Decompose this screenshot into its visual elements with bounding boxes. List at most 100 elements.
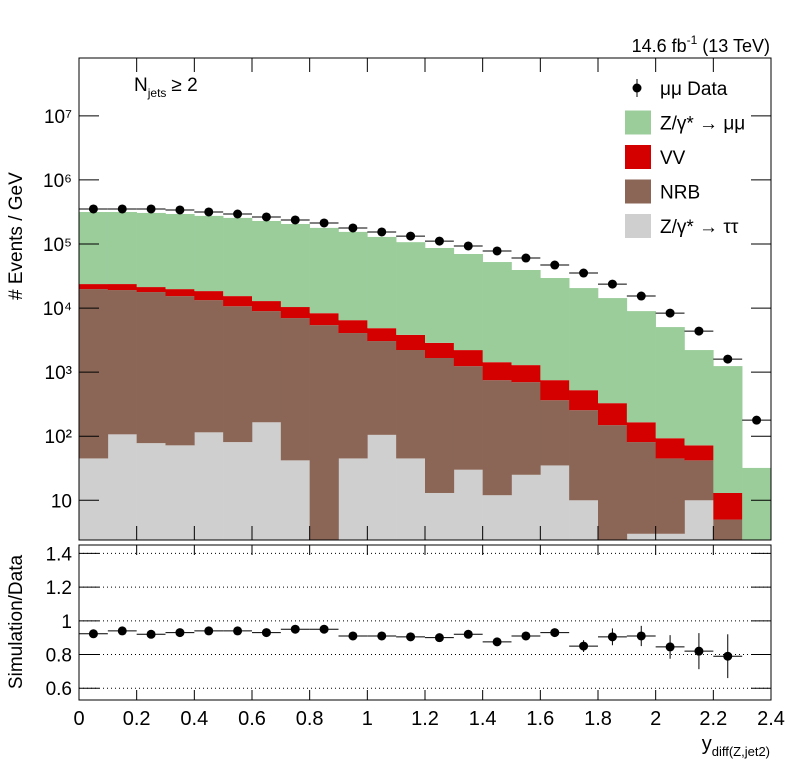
- stack-bar: [223, 442, 253, 540]
- ratio-point: [406, 632, 416, 642]
- stack-bar: [569, 390, 599, 411]
- data-point: [723, 354, 733, 364]
- stack-bar: [136, 292, 166, 444]
- stack-bar: [338, 231, 368, 321]
- x-tick-label: 0: [73, 708, 84, 730]
- stack-bar: [107, 212, 137, 285]
- y-tick-label: 0.8: [46, 646, 72, 667]
- legend-swatch: [625, 179, 651, 204]
- stack-bar: [453, 366, 483, 470]
- stack-bar: [280, 307, 310, 319]
- stack-bar: [453, 350, 483, 367]
- stack-bar: [684, 445, 714, 461]
- stack-bar: [367, 341, 397, 435]
- ratio-point: [694, 646, 704, 656]
- data-point: [319, 218, 329, 228]
- legend-label: VV: [660, 148, 686, 169]
- data-point: [348, 223, 358, 233]
- y-tick-label: 10: [51, 491, 72, 512]
- stack-bar: [540, 278, 570, 381]
- stack-bar: [79, 458, 109, 540]
- data-point: [406, 231, 416, 241]
- x-tick-label: 0.6: [238, 708, 266, 730]
- stack-bar: [252, 301, 282, 312]
- x-tick-label: 0.8: [296, 708, 324, 730]
- lumi-label: 14.6 fb-1 (13 TeV): [632, 33, 770, 56]
- data-point: [492, 246, 502, 256]
- stack-bar: [626, 442, 656, 534]
- stack-bar: [684, 460, 714, 501]
- ratio-y-axis-title: Simulation/Data: [6, 555, 27, 690]
- lumi-exponent: -1: [687, 33, 698, 47]
- ratio-point: [290, 624, 300, 634]
- x-axis-title-sub: diff(Z,jet2): [712, 744, 770, 759]
- data-point: [290, 215, 300, 225]
- stack-bar: [194, 215, 224, 292]
- data-point: [204, 207, 214, 217]
- legend-swatch: [625, 145, 651, 169]
- stack-bar: [338, 333, 368, 459]
- stack-bar: [107, 284, 137, 291]
- stack-bar: [280, 318, 310, 461]
- stack-bar: [655, 327, 685, 439]
- stack-bar: [713, 492, 743, 520]
- legend-label: μμ Data: [660, 79, 728, 100]
- stack-bar: [79, 289, 109, 459]
- x-axis-title: ydiff(Z,jet2): [702, 733, 770, 759]
- stack-bar: [367, 328, 397, 342]
- x-tick-label: 2.4: [757, 708, 785, 730]
- y-tick-label: 10⁶: [43, 171, 72, 192]
- ratio-point: [261, 628, 271, 638]
- stack-bar: [453, 469, 483, 540]
- ratio-point: [636, 631, 646, 641]
- y-axis-title: # Events / GeV: [6, 172, 27, 300]
- stack-bar: [280, 460, 310, 540]
- stack-bar: [511, 382, 541, 475]
- stack-bar: [194, 291, 224, 301]
- stack-bar: [742, 467, 772, 540]
- stack-bar: [482, 380, 512, 496]
- stack-bar: [626, 311, 656, 423]
- ratio-point: [579, 641, 589, 651]
- ratio-point: [117, 626, 127, 636]
- stack-bar: [107, 434, 137, 540]
- stack-bar: [482, 262, 512, 363]
- stack-bar: [396, 458, 426, 540]
- stack-bar: [309, 227, 339, 314]
- stack-bar: [136, 287, 166, 293]
- stack-bar: [511, 474, 541, 540]
- stack-bar: [482, 495, 512, 540]
- stack-bar: [165, 214, 195, 290]
- annotation: Njets ≥ 2: [134, 75, 198, 100]
- stack-bar: [396, 242, 426, 335]
- stack-bar: [511, 365, 541, 383]
- stack-bar: [396, 350, 426, 459]
- ratio-point: [492, 637, 502, 647]
- stack-bar: [598, 425, 628, 540]
- data-point: [463, 241, 473, 251]
- stack-bar: [626, 533, 656, 540]
- ratio-point: [550, 628, 560, 638]
- data-point: [636, 291, 646, 301]
- stack-bar: [136, 212, 166, 288]
- stack-bar: [194, 300, 224, 433]
- frame: [78, 544, 772, 701]
- ratio-point: [607, 632, 617, 642]
- x-tick-label: 1.4: [469, 708, 497, 730]
- stack-bar: [165, 289, 195, 297]
- stack-bar: [107, 290, 137, 435]
- x-axis-title-main: y: [702, 733, 712, 755]
- stack-bar: [223, 296, 253, 307]
- y-tick-label: 10⁵: [43, 235, 72, 256]
- stack-bar: [655, 438, 685, 459]
- x-tick-label: 0.4: [180, 708, 208, 730]
- x-tick-label: 2: [650, 708, 661, 730]
- ratio-point: [204, 626, 214, 636]
- annotation-main: N: [134, 75, 148, 96]
- data-point: [521, 253, 531, 263]
- ratio-point: [434, 633, 444, 643]
- data-point: [550, 260, 560, 270]
- stack-bar: [367, 236, 397, 329]
- stack-bar: [338, 458, 368, 540]
